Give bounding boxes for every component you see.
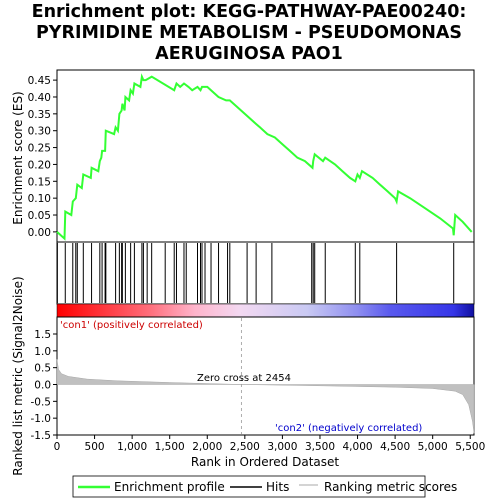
x-tick-label: 1,500 bbox=[155, 441, 185, 453]
x-axis: 0 500 1,000 1,500 2,000 2,500 3,000 3,500 4,000 4… bbox=[54, 435, 485, 453]
es-y-tick-label: 0.10 bbox=[28, 193, 51, 205]
metric-y-axis: 1.5 1.0 0.5 0.0 -0.5 -1.0 -1.5 bbox=[31, 329, 57, 442]
x-tick-label: 4,500 bbox=[380, 441, 410, 453]
x-tick-label: 5,000 bbox=[418, 441, 448, 453]
es-y-tick-label: 0.45 bbox=[28, 75, 51, 87]
rank-color-bar bbox=[56, 303, 475, 318]
ranking-metric-area bbox=[56, 359, 475, 434]
es-y-tick-label: 0.15 bbox=[28, 176, 51, 188]
es-axis-label: Enrichment score (ES) bbox=[11, 91, 25, 224]
es-y-axis: 0.45 0.40 0.35 0.30 0.25 0.20 0.15 0.10 0.05 0.00 bbox=[28, 75, 57, 239]
enrichment-profile-line bbox=[56, 73, 473, 241]
x-tick-label: 2,500 bbox=[230, 441, 260, 453]
es-y-tick-label: 0.25 bbox=[28, 143, 51, 155]
metric-y-tick-label: -0.5 bbox=[31, 396, 52, 408]
es-y-tick-label: 0.35 bbox=[28, 109, 51, 121]
x-tick-label: 1,000 bbox=[117, 441, 147, 453]
legend-metric-label: Ranking metric scores bbox=[324, 480, 457, 494]
x-tick-label: 3,000 bbox=[267, 441, 297, 453]
es-y-tick-label: 0.30 bbox=[28, 126, 51, 138]
metric-axis-label: Ranked list metric (Signal2Noise) bbox=[11, 276, 25, 475]
x-tick-label: 3,500 bbox=[305, 441, 335, 453]
x-tick-label: 2,000 bbox=[192, 441, 222, 453]
con1-label: 'con1' (positively correlated) bbox=[60, 320, 203, 331]
metric-y-tick-label: -1.0 bbox=[31, 413, 52, 425]
chart-title-line-3: AERUGINOSA PAO1 bbox=[155, 44, 343, 64]
legend-enrichment-label: Enrichment profile bbox=[114, 480, 225, 494]
legend-hits-label: Hits bbox=[266, 480, 289, 494]
metric-panel-frame bbox=[56, 316, 475, 436]
x-tick-label: 0 bbox=[54, 441, 61, 453]
hits-panel-frame bbox=[56, 241, 475, 305]
x-axis-label: Rank in Ordered Dataset bbox=[191, 455, 339, 469]
metric-y-tick-label: 1.5 bbox=[34, 329, 51, 341]
x-tick-label: 4,000 bbox=[343, 441, 373, 453]
chart-title-line-1: Enrichment plot: KEGG-PATHWAY-PAE00240: bbox=[32, 2, 467, 22]
chart-title-line-2: PYRIMIDINE METABOLISM - PSEUDOMONAS bbox=[36, 23, 462, 43]
metric-y-tick-label: 0.5 bbox=[34, 363, 51, 375]
x-tick-label: 5,500 bbox=[455, 441, 485, 453]
zero-cross-label: Zero cross at 2454 bbox=[197, 373, 291, 384]
hits-group bbox=[56, 243, 455, 303]
metric-y-tick-label: -1.5 bbox=[31, 430, 52, 442]
es-y-tick-label: 0.05 bbox=[28, 210, 51, 222]
x-tick-label: 500 bbox=[85, 441, 105, 453]
es-y-tick-label: 0.20 bbox=[28, 159, 51, 171]
metric-y-tick-label: 0.0 bbox=[34, 380, 51, 392]
con2-label: 'con2' (negatively correlated) bbox=[275, 423, 422, 434]
es-panel-frame bbox=[56, 69, 475, 243]
metric-y-tick-label: 1.0 bbox=[34, 346, 51, 358]
es-y-tick-label: 0.40 bbox=[28, 92, 51, 104]
es-y-tick-label: 0.00 bbox=[28, 227, 51, 239]
